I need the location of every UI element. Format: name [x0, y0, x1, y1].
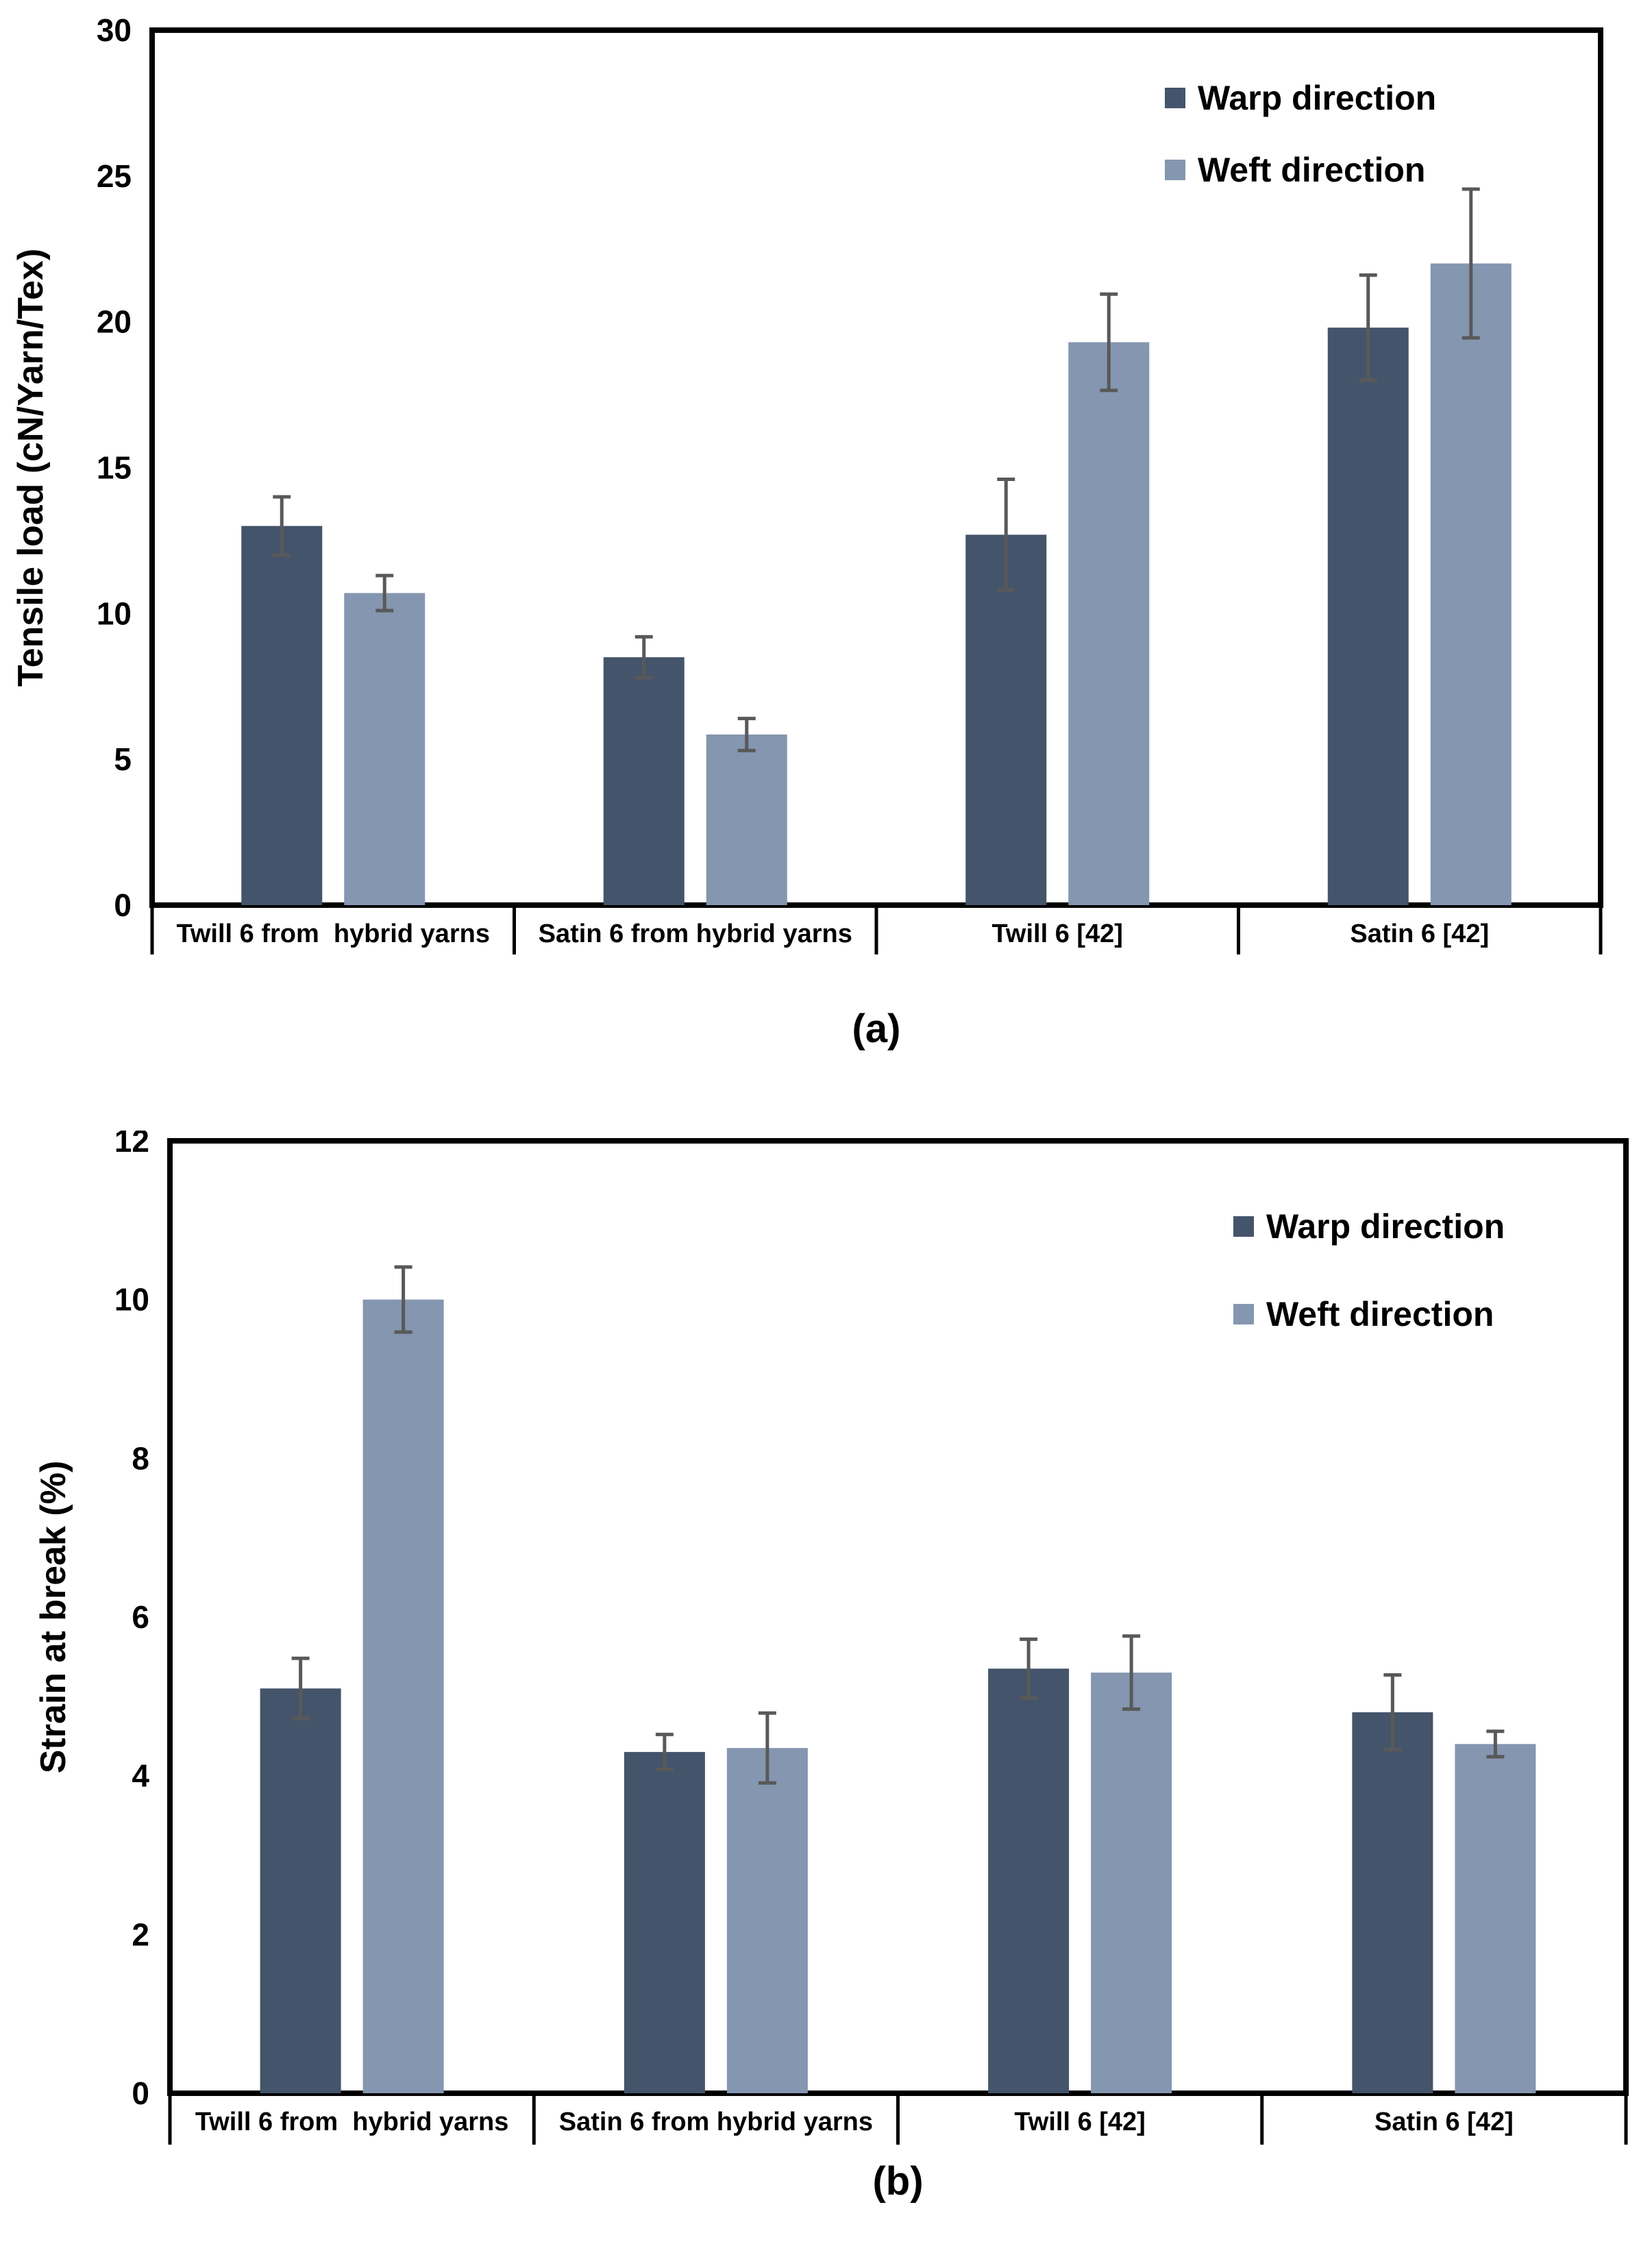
y-tick-label: 10: [114, 1282, 149, 1318]
error-bar-series1-cat1: [758, 1711, 776, 1785]
legend-swatch-0: [1165, 88, 1185, 108]
y-tick-label: 25: [97, 158, 132, 194]
category-label: Satin 6 [42]: [1350, 920, 1489, 948]
bar-series0-cat1: [603, 657, 685, 905]
y-tick-label: 6: [132, 1599, 149, 1635]
category-label: Satin 6 [42]: [1374, 2108, 1514, 2136]
bar-series1-cat1: [706, 734, 787, 905]
error-bar-series0-cat3: [1383, 1673, 1402, 1751]
category-label: Twill 6 from hybrid yarns: [176, 920, 490, 948]
chart-b-canvas: 0 2 4 6 8 10 12 Strain at break (%) Twill 6 from…: [34, 1131, 1629, 2145]
category-label: Satin 6 from hybrid yarns: [539, 920, 852, 948]
y-axis-title: Tensile load (cN/Yarn/Tex): [11, 249, 51, 687]
y-tick-label: 0: [132, 2075, 149, 2111]
y-tick-label: 20: [97, 304, 132, 340]
y-tick-label: 4: [132, 1758, 149, 1794]
error-bar-series0-cat3: [1359, 273, 1377, 382]
bar-series1-cat2: [1068, 342, 1150, 905]
bar-series0-cat2: [965, 534, 1047, 905]
error-bar-series1-cat0: [394, 1265, 412, 1334]
legend-label-1: Weft direction: [1266, 1295, 1494, 1333]
error-bar-series0-cat1: [655, 1732, 674, 1771]
bar-series0-cat0: [241, 526, 323, 905]
y-tick-label: 8: [132, 1440, 149, 1476]
y-tick-label: 2: [132, 1916, 149, 1952]
error-bar-series1-cat0: [375, 574, 394, 613]
bar-series0-cat2: [988, 1668, 1070, 2093]
category-label: Satin 6 from hybrid yarns: [559, 2108, 873, 2136]
error-bar-series1-cat2: [1100, 292, 1118, 393]
y-tick-label: 15: [97, 450, 132, 486]
category-label: Twill 6 from hybrid yarns: [195, 2108, 509, 2136]
error-bar-series1-cat1: [737, 717, 756, 752]
error-bar-series0-cat0: [273, 495, 291, 557]
error-bar-series0-cat2: [1020, 1637, 1038, 1700]
legend-swatch-1: [1165, 160, 1185, 180]
bar-series1-cat0: [362, 1299, 444, 2093]
error-bar-series1-cat3: [1462, 187, 1480, 340]
chart-a-canvas: 0 5 10 15 20 25 30 Tensile load (cN/Yarn/Tex) Tw…: [11, 12, 1603, 954]
bar-series1-cat2: [1091, 1673, 1172, 2093]
bar-series0-cat3: [1327, 328, 1409, 905]
category-label: Twill 6 [42]: [992, 920, 1123, 948]
error-bar-series1-cat3: [1486, 1729, 1505, 1759]
category-label: Twill 6 [42]: [1014, 2108, 1145, 2136]
bar-series1-cat3: [1430, 263, 1512, 905]
bar-series1-cat1: [726, 1748, 808, 2093]
y-tick-label: 12: [114, 1131, 149, 1159]
legend-swatch-1: [1233, 1304, 1254, 1324]
error-bar-series0-cat2: [997, 478, 1015, 592]
bar-series0-cat3: [1352, 1712, 1433, 2093]
chart-b-caption: (b): [872, 2159, 924, 2204]
y-tick-label: 10: [97, 595, 132, 631]
legend-label-0: Warp direction: [1266, 1207, 1505, 1246]
error-bar-series0-cat1: [634, 634, 653, 680]
y-tick-label: 30: [97, 12, 132, 48]
chart-a-caption: (a): [852, 1007, 901, 1051]
y-tick-label: 0: [114, 887, 132, 923]
bar-series0-cat1: [624, 1751, 705, 2093]
legend-label-1: Weft direction: [1198, 151, 1425, 189]
legend-swatch-0: [1233, 1216, 1254, 1237]
bar-series0-cat0: [260, 1688, 341, 2093]
error-bar-series1-cat2: [1122, 1634, 1141, 1711]
error-bar-series0-cat0: [291, 1656, 310, 1720]
bar-series1-cat3: [1455, 1744, 1536, 2093]
y-axis-title: Strain at break (%): [34, 1461, 73, 1774]
legend-label-0: Warp direction: [1198, 79, 1436, 117]
bar-series1-cat0: [344, 593, 426, 905]
y-tick-label: 5: [114, 741, 132, 777]
